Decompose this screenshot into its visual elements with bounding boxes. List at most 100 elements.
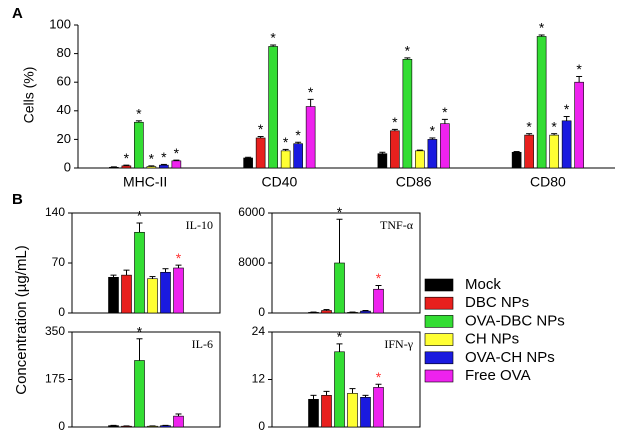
y-tick-label: 0 [64,159,71,174]
y-tick-label: 70 [52,255,66,269]
y-tick-label: 20 [57,131,71,146]
bar [561,120,572,169]
bar [511,151,522,169]
x-tick-label: CD86 [396,174,432,190]
bar [334,351,345,428]
y-tick-label: 0 [258,419,265,433]
bar [390,130,400,169]
bar [121,274,132,314]
significance-star: * [442,104,448,120]
significance-star: * [392,114,398,130]
significance-star: * [376,270,382,286]
chart-title: TNF-α [380,218,414,232]
y-tick-label: 140 [45,205,65,219]
significance-star: * [149,151,155,167]
significance-star: * [295,127,301,143]
bar [121,165,132,169]
significance-star: * [124,150,130,166]
bar [160,271,171,314]
bar [427,139,438,169]
legend-swatch [424,296,454,310]
legend-swatch [424,351,454,365]
bar [321,310,332,314]
y-tick-label: 175 [45,372,65,386]
bar [373,288,384,314]
significance-star: * [161,149,167,165]
legend-label: DBC NPs [465,294,529,311]
x-tick-label: CD80 [530,174,566,190]
bar [255,137,266,169]
bar [574,81,584,169]
significance-star: * [137,208,143,224]
legend-label: Free OVA [465,367,531,384]
bar [173,267,184,314]
legend-label: CH NPs [465,331,519,348]
significance-star: * [308,84,314,100]
significance-star: * [376,369,382,385]
significance-star: * [137,323,143,339]
bar [305,106,316,169]
legend-swatch [424,369,454,383]
significance-star: * [564,101,570,117]
bar [108,276,119,314]
bar [321,395,332,428]
bar [109,166,119,169]
y-axis-label: Concentration (µg/mL) [13,245,30,395]
bar [293,143,303,169]
y-tick-label: 12 [252,372,266,386]
chart-title: IL-6 [192,337,213,351]
x-tick-label: CD40 [261,174,297,190]
legend-label: OVA-DBC NPs [465,312,565,329]
y-tick-label: 100 [49,16,71,31]
bar [243,157,253,169]
bar [440,123,450,169]
bar [415,150,425,169]
y-tick-label: 60 [57,74,71,89]
bar [347,393,358,428]
bar [268,46,278,169]
x-tick-label: MHC-II [123,174,167,190]
bar [134,121,144,169]
chart-title: IL-10 [186,218,213,232]
bar [159,164,169,169]
bar [360,397,371,428]
bar [334,262,345,314]
significance-star: * [576,61,582,77]
significance-star: * [430,123,436,139]
significance-star: * [283,134,289,150]
y-tick-label: 40 [57,102,71,117]
y-tick-label: 0 [58,305,65,319]
bar [134,360,145,428]
legend-swatch [424,333,454,346]
y-tick-label: 0 [258,305,265,319]
significance-star: * [405,43,411,59]
significance-star: * [136,106,142,122]
chart-title: IFN-γ [384,337,413,351]
bar [308,398,319,428]
y-tick-label: 6000 [238,205,265,219]
legend-label: OVA-CH NPs [465,349,555,366]
bar [549,134,559,169]
significance-star: * [526,118,532,134]
bar [173,415,184,428]
bar [171,160,182,169]
significance-star: * [551,118,557,134]
bar [536,36,547,169]
bar [147,278,158,314]
y-tick-label: 8000 [238,255,265,269]
y-tick-label: 350 [45,324,65,338]
panel-label: B [12,191,23,208]
legend-swatch [424,315,454,328]
y-tick-label: 0 [58,419,65,433]
legend-label: Mock [465,276,501,293]
bar [134,231,145,314]
bar [146,166,157,169]
significance-star: * [337,329,343,345]
bar [280,150,291,169]
y-tick-label: 24 [252,324,266,338]
bar [524,134,534,169]
significance-star: * [337,204,343,220]
y-tick-label: 80 [57,45,71,60]
bar [373,387,384,428]
bar [402,59,413,169]
